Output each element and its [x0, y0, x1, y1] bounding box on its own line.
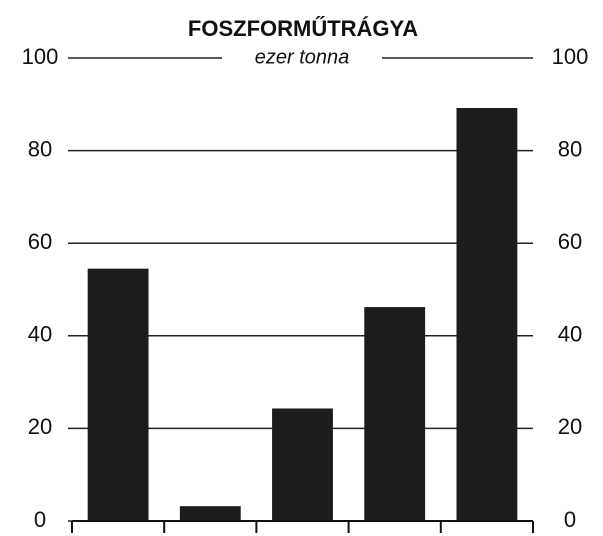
y2-tick-label: 20 [558, 414, 582, 439]
subtitle-background [222, 46, 382, 70]
y2-tick-label: 80 [558, 136, 582, 161]
chart-title: FOSZFORMŰTRÁGYA [188, 16, 418, 41]
bar [364, 307, 426, 521]
bar [272, 408, 333, 521]
y-tick-label: 80 [28, 136, 52, 161]
y2-tick-label: 0 [564, 507, 576, 532]
y-tick-label: 20 [28, 414, 52, 439]
y-tick-label: 40 [28, 322, 52, 347]
bar [87, 268, 149, 521]
y-tick-label: 100 [22, 44, 59, 69]
y2-tick-label: 60 [558, 229, 582, 254]
y2-tick-label: 100 [552, 44, 589, 69]
y-tick-label: 0 [34, 507, 46, 532]
bar [456, 108, 518, 521]
y2-tick-label: 40 [558, 322, 582, 347]
y-tick-label: 60 [28, 229, 52, 254]
bar [179, 506, 241, 521]
chart-subtitle: ezer tonna [255, 46, 350, 68]
